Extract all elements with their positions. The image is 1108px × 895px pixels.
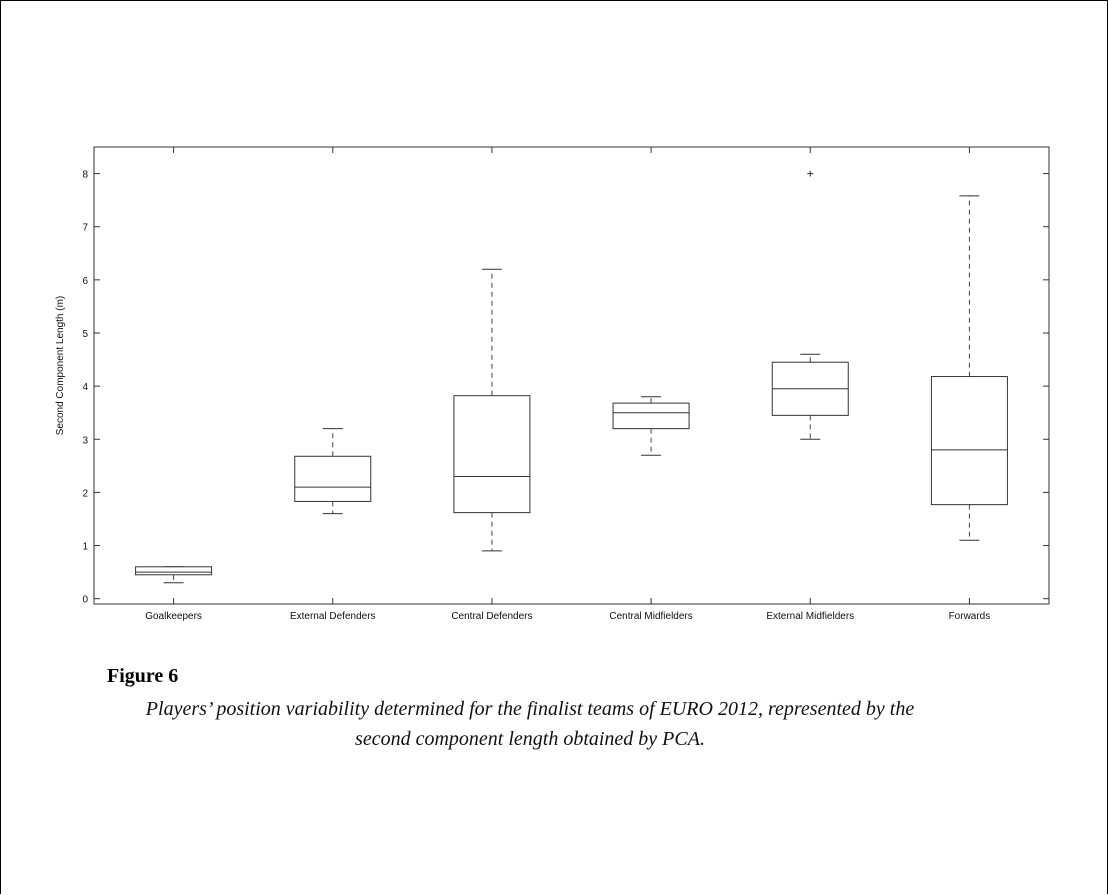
y-tick-label: 5 xyxy=(82,329,88,340)
iqr-box xyxy=(294,455,372,502)
y-tick-label: 1 xyxy=(82,542,88,553)
iqr-box xyxy=(612,402,690,430)
box-series xyxy=(135,170,1008,584)
x-category-label: Forwards xyxy=(949,611,991,622)
y-tick-label: 0 xyxy=(82,595,88,606)
box-group xyxy=(612,396,690,456)
y-tick-label: 4 xyxy=(82,382,88,393)
iqr-box xyxy=(135,566,213,576)
y-tick-label: 2 xyxy=(82,488,88,499)
box-group xyxy=(294,428,372,515)
box-group xyxy=(771,170,849,440)
x-category-label: Central Defenders xyxy=(451,611,532,622)
y-axis: 0 1 2 3 4 5 6 7 8 xyxy=(82,170,1049,606)
x-category-label: External Midfielders xyxy=(766,611,854,622)
figure-title: Figure 6 xyxy=(107,665,179,687)
box-group xyxy=(930,195,1008,541)
iqr-box xyxy=(930,376,1008,506)
y-axis-label: Second Component Length (m) xyxy=(55,296,66,436)
y-tick-label: 7 xyxy=(82,223,88,234)
iqr-box xyxy=(453,395,531,514)
plot-area xyxy=(93,146,1050,605)
box-group xyxy=(135,566,213,584)
y-tick-label: 8 xyxy=(82,170,88,181)
x-category-label: Central Midfielders xyxy=(609,611,692,622)
x-axis: Goalkeepers External Defenders Central Def… xyxy=(145,147,990,622)
y-tick-label: 6 xyxy=(82,276,88,287)
y-tick-label: 3 xyxy=(82,435,88,446)
boxplot-chart: 0 1 2 3 4 5 6 7 8 Goalkeepers External Defenders C… xyxy=(55,146,1050,622)
box-group xyxy=(453,268,531,552)
x-category-label: Goalkeepers xyxy=(145,611,202,622)
figure-caption: Players’ position variability determined… xyxy=(145,698,915,750)
x-category-label: External Defenders xyxy=(290,611,376,622)
